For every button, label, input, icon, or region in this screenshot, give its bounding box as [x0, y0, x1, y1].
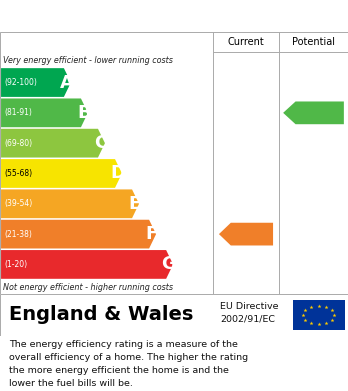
- Bar: [213, 32, 348, 52]
- Text: B: B: [77, 104, 90, 122]
- Text: (1-20): (1-20): [4, 260, 27, 269]
- Text: The energy efficiency rating is a measure of the
overall efficiency of a home. T: The energy efficiency rating is a measur…: [9, 341, 248, 388]
- Text: F: F: [146, 225, 158, 243]
- Text: Potential: Potential: [292, 37, 335, 47]
- Text: England & Wales: England & Wales: [9, 305, 193, 325]
- Text: (69-80): (69-80): [4, 139, 32, 148]
- Text: (39-54): (39-54): [4, 199, 32, 208]
- Text: Current: Current: [228, 37, 264, 47]
- Text: A: A: [60, 74, 74, 91]
- Text: E: E: [129, 195, 141, 213]
- Polygon shape: [1, 159, 122, 188]
- Text: 83: 83: [308, 105, 329, 120]
- Text: (21-38): (21-38): [4, 230, 32, 239]
- Text: Very energy efficient - lower running costs: Very energy efficient - lower running co…: [3, 56, 173, 65]
- Text: Not energy efficient - higher running costs: Not energy efficient - higher running co…: [3, 283, 173, 292]
- Polygon shape: [1, 129, 105, 158]
- Polygon shape: [219, 223, 273, 246]
- Polygon shape: [1, 250, 173, 279]
- Text: (55-68): (55-68): [4, 169, 32, 178]
- Polygon shape: [1, 189, 139, 218]
- Polygon shape: [1, 99, 88, 127]
- Text: (81-91): (81-91): [4, 108, 32, 117]
- Text: Energy Efficiency Rating: Energy Efficiency Rating: [9, 9, 211, 23]
- Polygon shape: [1, 68, 71, 97]
- Text: C: C: [94, 134, 108, 152]
- Polygon shape: [1, 220, 156, 249]
- Text: D: D: [110, 165, 125, 183]
- Text: G: G: [161, 255, 176, 273]
- Text: EU Directive
2002/91/EC: EU Directive 2002/91/EC: [220, 302, 278, 324]
- Text: (92-100): (92-100): [4, 78, 37, 87]
- Bar: [293, 300, 345, 330]
- Text: 38: 38: [241, 227, 262, 242]
- Polygon shape: [283, 102, 344, 124]
